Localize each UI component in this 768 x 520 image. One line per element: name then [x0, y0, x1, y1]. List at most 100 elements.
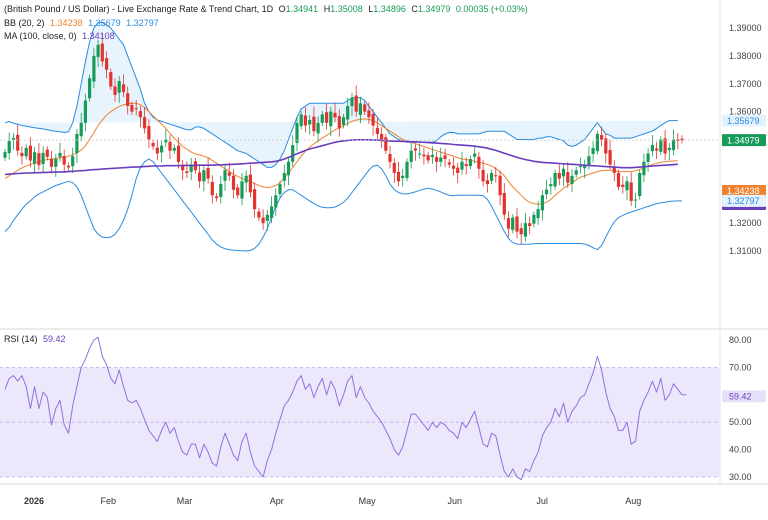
- chart-title-legend: (British Pound / US Dollar) - Live Excha…: [4, 4, 531, 14]
- time-tick-label: Apr: [270, 496, 284, 506]
- candle-body: [244, 175, 248, 183]
- candle-body: [350, 97, 354, 107]
- candle-body: [545, 189, 549, 195]
- price-tag-bg: [722, 194, 766, 207]
- candle-body: [240, 181, 244, 199]
- ma-line: [4, 139, 678, 176]
- rsi-tick-label: 70.00: [729, 362, 752, 372]
- candle-body: [274, 195, 278, 208]
- price-tick-label: 1.36000: [729, 107, 762, 117]
- candle-body: [435, 157, 439, 162]
- ma-legend[interactable]: MA (100, close, 0) 1.34108: [4, 31, 118, 41]
- candle-body: [680, 138, 684, 141]
- price-tick-label: 1.31000: [729, 246, 762, 256]
- candle-body: [75, 133, 79, 153]
- candle-body: [312, 116, 316, 132]
- candle-body: [608, 150, 612, 165]
- candle-body: [439, 157, 443, 162]
- candle-body: [37, 153, 41, 166]
- time-tick-label: Mar: [177, 496, 193, 506]
- candle-body: [16, 134, 20, 151]
- candle-body: [223, 170, 227, 181]
- rsi-tick-label: 40.00: [729, 445, 752, 455]
- candle-body: [532, 214, 536, 224]
- candle-body: [473, 153, 477, 157]
- candle-body: [578, 166, 583, 167]
- bb-basis-line: [4, 102, 678, 205]
- rsi-tick-label: 50.00: [729, 417, 752, 427]
- price-tick-label: 1.39000: [729, 23, 762, 33]
- low-value: 1.34896: [373, 4, 406, 14]
- candle-body: [210, 181, 214, 196]
- candle-body: [11, 138, 16, 140]
- price-tag-label: 1.35679: [727, 116, 760, 126]
- rsi-legend[interactable]: RSI (14) 59.42: [4, 334, 69, 344]
- candle-body: [561, 168, 566, 177]
- candle-body: [629, 182, 633, 201]
- candle-body: [7, 140, 11, 154]
- price-tag-label: 1.34979: [727, 135, 760, 145]
- candle-body: [574, 170, 578, 175]
- candle-body: [481, 169, 485, 182]
- open-value: 1.34941: [285, 4, 319, 14]
- rsi-tick-label: 80.00: [729, 335, 752, 345]
- candle-body: [553, 173, 557, 187]
- candle-body: [189, 164, 193, 172]
- time-tick-label: Jun: [448, 496, 463, 506]
- candle-body: [24, 147, 28, 157]
- price-tick-label: 1.38000: [729, 51, 762, 61]
- candle-body: [460, 161, 464, 170]
- candle-body: [71, 156, 75, 167]
- candle-body: [28, 145, 32, 161]
- candle-body: [515, 216, 519, 232]
- price-tag-label: 1.34238: [727, 186, 760, 196]
- candle-body: [303, 115, 307, 126]
- candle-body: [113, 86, 117, 95]
- candle-body: [413, 148, 417, 151]
- candle-body: [105, 58, 109, 70]
- rsi-line: [4, 336, 687, 481]
- candle-body: [147, 126, 151, 140]
- candle-body: [219, 184, 223, 197]
- candle-body: [278, 184, 282, 195]
- bb-legend[interactable]: BB (20, 2) 1.34238 1.35679 1.32797: [4, 18, 162, 28]
- candle-body: [468, 159, 472, 166]
- candle-body: [367, 110, 371, 118]
- candle-body: [172, 147, 176, 151]
- candle-body: [392, 162, 396, 173]
- candle-body: [265, 214, 269, 221]
- candle-body: [329, 111, 333, 127]
- candle-body: [604, 138, 608, 154]
- candle-body: [206, 168, 210, 179]
- candle-body: [502, 193, 506, 215]
- candle-body: [375, 127, 379, 134]
- candle-body: [138, 111, 142, 118]
- candle-body: [198, 172, 202, 182]
- candle-body: [477, 156, 481, 169]
- low-label: L: [368, 4, 374, 14]
- candle-body: [667, 147, 671, 151]
- candle-body: [88, 78, 92, 99]
- candle-body: [506, 218, 511, 229]
- candle-body: [253, 189, 257, 210]
- candle-body: [58, 152, 62, 157]
- candle-body: [295, 122, 299, 143]
- candle-body: [625, 181, 629, 191]
- bb-legend-label: BB (20, 2): [4, 18, 45, 28]
- candle-body: [650, 145, 654, 152]
- candle-body: [3, 152, 7, 158]
- time-tick-label: May: [359, 496, 377, 506]
- candle-body: [320, 114, 324, 123]
- ma-value: 1.34108: [82, 31, 115, 41]
- candle-body: [401, 175, 405, 178]
- candle-body: [519, 228, 523, 235]
- candle-body: [160, 145, 164, 153]
- candle-body: [117, 81, 121, 93]
- bb-mid-value: 1.34238: [50, 18, 83, 28]
- candle-body: [92, 55, 96, 82]
- candle-body: [299, 114, 303, 127]
- candle-body: [363, 104, 367, 112]
- candle-body: [143, 117, 147, 129]
- price-tag-bg: [722, 185, 766, 197]
- candle-body: [176, 145, 181, 162]
